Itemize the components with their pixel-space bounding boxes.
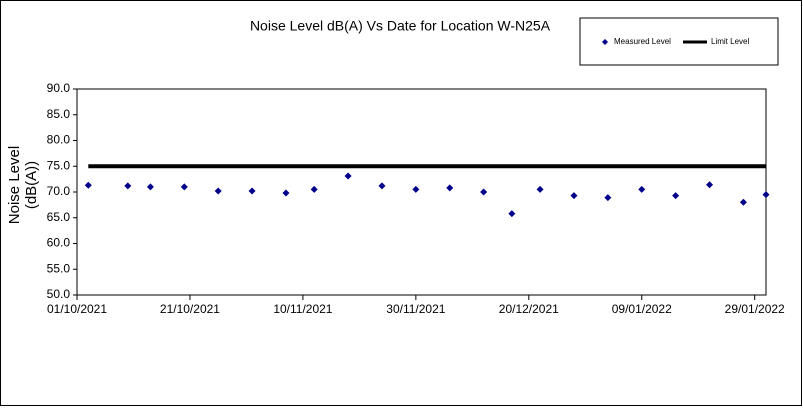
- data-point: [180, 183, 188, 191]
- legend-label: Limit Level: [711, 37, 749, 46]
- data-point: [570, 192, 578, 200]
- y-axis-label: Noise Level (dB(A)): [6, 145, 40, 225]
- data-point: [536, 185, 544, 193]
- y-tick-label: 90.0: [47, 81, 71, 95]
- y-tick-label: 60.0: [47, 236, 71, 250]
- data-point: [124, 182, 132, 190]
- x-tick-label: 29/01/2022: [725, 302, 785, 316]
- data-point: [146, 183, 154, 191]
- data-point: [739, 198, 747, 206]
- data-point: [214, 187, 222, 195]
- data-point: [248, 187, 256, 195]
- x-tick-label: 10/11/2021: [273, 302, 332, 316]
- data-point: [604, 194, 612, 202]
- data-point: [378, 182, 386, 190]
- data-point: [310, 185, 318, 193]
- legend-marker: [602, 39, 608, 45]
- y-tick-label: 55.0: [47, 261, 71, 275]
- data-point: [762, 191, 770, 199]
- y-tick-label: 80.0: [47, 133, 71, 147]
- data-point: [344, 172, 352, 180]
- data-point: [84, 181, 92, 189]
- data-point: [638, 185, 646, 193]
- legend-box: [579, 17, 779, 66]
- data-point: [480, 188, 488, 196]
- data-point: [446, 184, 454, 192]
- data-point: [282, 189, 290, 197]
- chart-title: Noise Level dB(A) Vs Date for Location W…: [250, 18, 551, 34]
- data-point: [672, 192, 680, 200]
- y-tick-label: 70.0: [47, 184, 71, 198]
- y-tick-label: 75.0: [47, 158, 71, 172]
- plot-area: [76, 88, 767, 296]
- legend-label: Measured Level: [614, 37, 671, 46]
- x-tick-label: 30/11/2021: [386, 302, 445, 316]
- chart-border: [0, 0, 802, 406]
- data-point: [412, 185, 420, 193]
- y-tick-label: 65.0: [47, 210, 71, 224]
- data-point: [508, 210, 516, 218]
- data-point: [706, 181, 714, 189]
- y-tick-label: 50.0: [47, 287, 71, 301]
- y-tick-label: 85.0: [47, 107, 71, 121]
- x-tick-label: 21/10/2021: [160, 302, 220, 316]
- x-tick-label: 09/01/2022: [612, 302, 672, 316]
- x-tick-label: 20/12/2021: [499, 302, 559, 316]
- x-tick-label: 01/10/2021: [47, 302, 107, 316]
